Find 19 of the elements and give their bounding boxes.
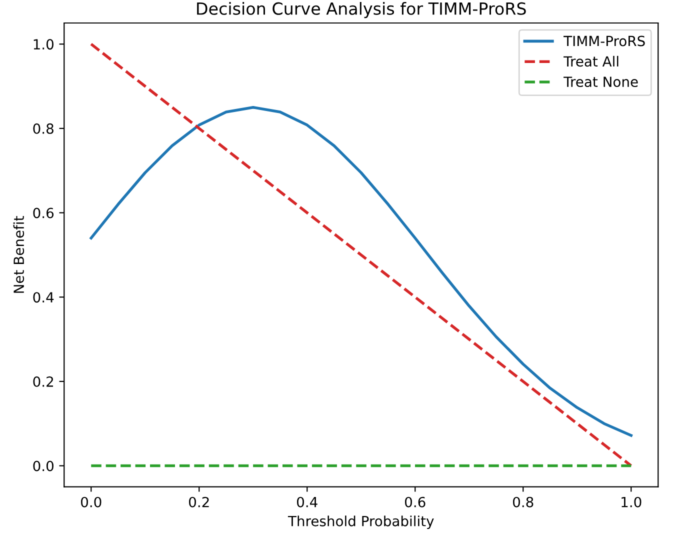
x-tick-label: 0.2	[188, 496, 209, 508]
y-tick-label: 0.8	[33, 123, 54, 134]
x-tick-label: 0.4	[296, 496, 318, 508]
y-tick-label: 0.2	[33, 376, 54, 387]
x-tick-label: 0.8	[512, 496, 534, 508]
legend-label: Treat None	[564, 76, 638, 88]
x-tick-label: 0.6	[404, 496, 426, 508]
y-tick-label: 0.6	[33, 208, 54, 218]
chart-title: Decision Curve Analysis for TIMM-ProRS	[197, 2, 526, 18]
x-tick-label: 1.0	[622, 496, 642, 508]
x-tick-label: 0.0	[80, 496, 102, 508]
y-axis-title: Net Benefit	[13, 216, 24, 293]
x-axis-title: Threshold Probability	[288, 516, 434, 530]
line-series	[90, 106, 633, 437]
y-tick-label: 0.4	[33, 292, 54, 303]
legend-label: TIMM-ProRS	[564, 36, 645, 46]
y-tick-label: 0.0	[33, 460, 54, 472]
legend-label: Treat All	[564, 56, 618, 67]
y-tick-label: 1.0	[34, 39, 54, 50]
